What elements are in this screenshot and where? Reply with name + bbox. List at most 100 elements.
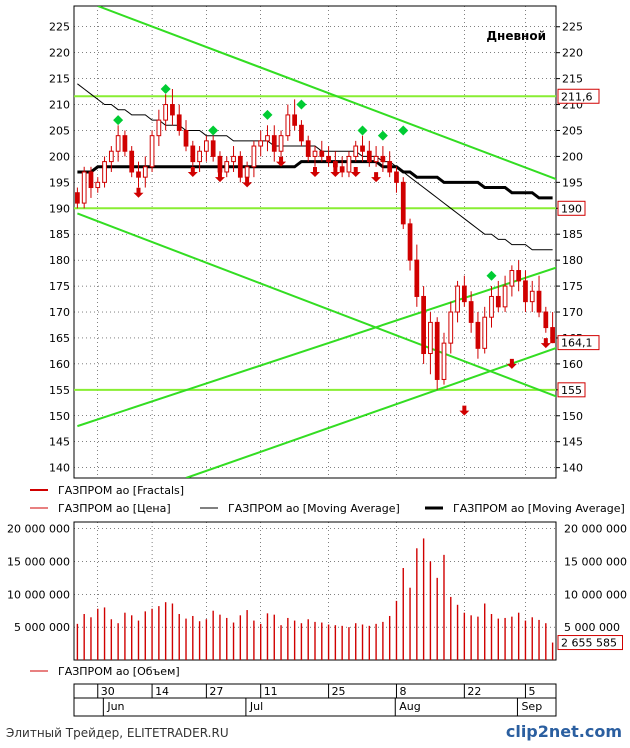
volume-tick-right: 15 000 000 <box>564 555 627 568</box>
price-tick-left: 150 <box>49 410 70 423</box>
trend-line <box>97 6 556 181</box>
volume-last-box <box>557 635 623 651</box>
fractal-up-marker <box>398 125 409 136</box>
price-tick-right: 150 <box>562 410 583 423</box>
volume-tick-right: 20 000 000 <box>564 523 627 536</box>
candle-body <box>421 295 426 355</box>
candle-body <box>224 161 230 173</box>
fractal-up-marker <box>208 125 219 136</box>
candle-body <box>210 140 216 157</box>
brand-logo[interactable]: clip2net.com <box>506 722 622 741</box>
price-tick-right: 140 <box>562 462 583 475</box>
candle-body <box>360 145 365 152</box>
legend-label: ГАЗПРОМ ао [Цена] <box>58 502 171 515</box>
candle-body <box>81 171 87 204</box>
candle-body <box>142 166 148 178</box>
price-tick-left: 220 <box>49 47 70 60</box>
fractal-up-marker <box>377 130 388 141</box>
price-label-text: 190 <box>561 202 582 215</box>
brand-text: clip2net.com <box>505 722 622 741</box>
candle-body <box>346 155 352 173</box>
fractal-down-marker <box>133 187 144 198</box>
trend-line <box>77 266 556 428</box>
candle-body <box>122 135 128 152</box>
candle-body <box>271 135 277 152</box>
footer-site-text: Элитный Трейдер, ELITETRADER.RU <box>6 726 229 740</box>
candle-body <box>285 114 291 137</box>
fractal-down-marker <box>371 172 382 183</box>
fractal-down-marker <box>276 156 287 167</box>
fractal-down-marker <box>540 338 551 349</box>
legend-label: ГАЗПРОМ ао [Moving Average] <box>228 502 400 515</box>
price-label-box <box>557 382 586 398</box>
price-tick-left: 170 <box>49 306 70 319</box>
candle-body <box>529 290 535 303</box>
candle-body <box>550 327 555 344</box>
candle-body <box>75 192 80 204</box>
price-tick-right: 180 <box>562 254 583 267</box>
candle-body <box>170 104 175 116</box>
candle-body <box>509 270 515 287</box>
candle-body <box>305 140 311 157</box>
candle-body <box>278 135 284 152</box>
date-month-label: Aug <box>399 700 420 713</box>
candle-body <box>156 119 162 137</box>
candle-body <box>95 181 101 189</box>
candle-body <box>258 140 264 147</box>
price-panel: 1401401451451501501551551601601651651701… <box>49 5 600 479</box>
date-day-label: 8 <box>399 685 406 698</box>
candle-body <box>319 150 325 157</box>
candle-body <box>149 135 155 168</box>
candle-body <box>244 166 250 178</box>
candle-body <box>176 114 182 131</box>
volume-tick-right: 10 000 000 <box>564 588 627 601</box>
candle-body <box>190 145 196 163</box>
candle-body <box>231 155 236 163</box>
candle-body <box>516 270 522 282</box>
price-plot-area <box>73 5 557 479</box>
volume-tick-right: 5 000 000 <box>564 621 620 634</box>
fractal-up-marker <box>357 125 368 136</box>
fractal-up-marker <box>486 270 497 281</box>
price-tick-left: 200 <box>49 150 70 163</box>
date-day-label: 5 <box>528 685 535 698</box>
candle-body <box>339 166 345 173</box>
candle-body <box>495 295 501 308</box>
fractal-down-marker <box>214 172 225 183</box>
candle-body <box>475 321 481 349</box>
date-month-label: Sep <box>521 700 542 713</box>
candle-body <box>434 321 440 380</box>
fractal-up-marker <box>113 115 124 126</box>
price-tick-left: 205 <box>49 124 70 137</box>
legend-label: ГАЗПРОМ ао [Moving Average] <box>453 502 625 515</box>
price-tick-right: 145 <box>562 436 583 449</box>
candle-body <box>400 181 406 225</box>
candle-body <box>88 171 94 189</box>
candle-body <box>136 171 141 178</box>
price-tick-right: 175 <box>562 280 583 293</box>
price-tick-left: 185 <box>49 228 70 241</box>
price-tick-right: 205 <box>562 124 583 137</box>
price-label-text: 211,6 <box>561 90 593 103</box>
date-day-label: 27 <box>209 685 223 698</box>
candle-body <box>394 171 399 183</box>
candle-body <box>543 311 549 329</box>
fractal-down-marker <box>187 166 198 177</box>
price-tick-right: 215 <box>562 73 583 86</box>
candle-body <box>366 150 372 163</box>
candle-body <box>468 301 474 323</box>
candle-body <box>441 342 447 380</box>
price-tick-left: 215 <box>49 73 70 86</box>
price-tick-right: 195 <box>562 176 583 189</box>
candle-body <box>163 104 169 121</box>
price-tick-right: 200 <box>562 150 583 163</box>
candle-body <box>115 135 121 152</box>
candle-body <box>373 155 379 163</box>
price-tick-left: 165 <box>49 332 70 345</box>
candle-body <box>312 150 318 157</box>
date-axis-box <box>73 683 557 717</box>
volume-last-label: 2 655 585 <box>561 637 617 650</box>
volume-tick-left: 10 000 000 <box>7 588 70 601</box>
candle-body <box>204 140 209 152</box>
